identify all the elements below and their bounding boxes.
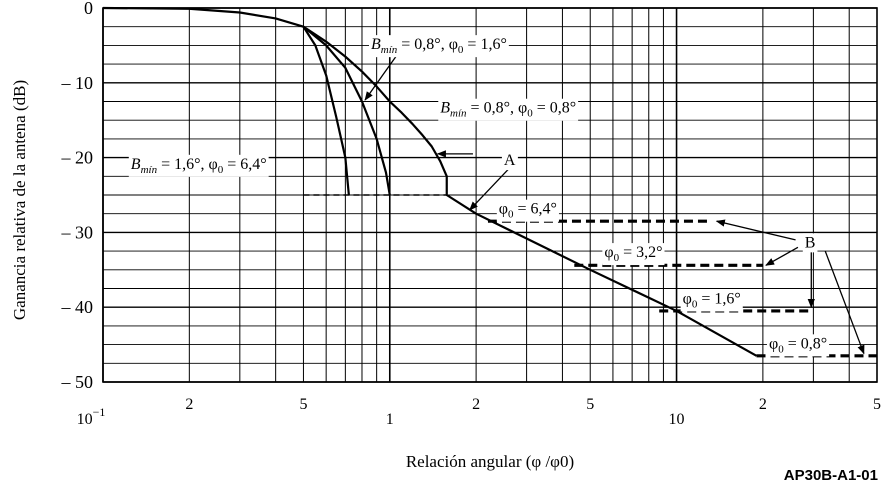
ann-b: B [805,234,816,251]
figure-id: AP30B-A1-01 [784,467,878,484]
series-line-0 [102,6,758,357]
x-tick-label-0: 10−1 [77,405,106,428]
x-tick-label-1: 2 [185,396,193,413]
tick-labels: 0 – 10 – 20 – 30 – 40 – 50 10−1 2 5 1 2 5 10 2 5 [61,0,882,428]
ann-bmin08-08: Bmín = 0,8°, φ0 = 0,8° [440,100,576,120]
ann-phi16: φ0 = 1,6° [683,290,741,310]
x-tick-label-8: 5 [873,396,881,413]
arrow-b-1 [715,219,796,241]
ann-a: A [504,152,516,169]
ann-phi32: φ0 = 3,2° [604,244,662,264]
ann-bmin08-16-bg [368,35,509,58]
x-tick-label-7: 2 [759,396,767,413]
arrow-bmin08-16 [364,56,397,101]
annotations: Bmín = 0,8°, φ0 = 1,6° Bmín = 0,8°, φ0 = … [128,35,830,357]
x-tick-label-4: 2 [472,396,480,413]
x-tick-label-5: 5 [586,396,594,413]
ann-bmin16-64: Bmín = 1,6°, φ0 = 6,4° [131,156,267,176]
ann-bmin08-08-bg [438,98,579,121]
y-tick-label-2: – 20 [61,148,94,168]
ann-phi08-bg [766,334,830,357]
ann-phi64: φ0 = 6,4° [499,201,557,221]
arrows [364,56,865,355]
arrow-a [469,168,510,211]
plot-frame [102,7,878,383]
arrow-b-4 [824,250,865,355]
ann-bmin16-64-bg [128,154,269,177]
ann-phi64-bg [496,199,559,222]
ann-a-bg [501,151,518,171]
x-tick-label-6: 10 [669,411,685,428]
y-axis-label: Ganancia relativa de la antena (dB) [10,80,29,320]
x-tick-label-2: 5 [299,396,307,413]
ann-phi32-bg [602,243,665,266]
arrow-b-2 [765,246,799,266]
x-tick-label-3: 1 [386,411,394,428]
ann-bmin08-16: Bmín = 0,8°, φ0 = 1,6° [371,36,507,56]
y-tick-label-1: – 10 [61,73,94,93]
y-tick-label-3: – 30 [61,222,94,242]
ann-phi08: φ0 = 0,8° [769,335,827,355]
y-tick-label-4: – 40 [61,297,94,317]
series-line-2 [302,26,350,196]
series-line-1 [302,25,391,196]
series-group [102,6,877,358]
y-tick-label-0: 0 [84,0,93,18]
y-tick-label-5: – 50 [61,372,94,392]
grid [102,7,878,383]
x-axis-label: Relación angular (φ /φ0) [406,452,574,471]
ann-b-bg [802,233,818,253]
ann-phi16-bg [680,289,743,312]
